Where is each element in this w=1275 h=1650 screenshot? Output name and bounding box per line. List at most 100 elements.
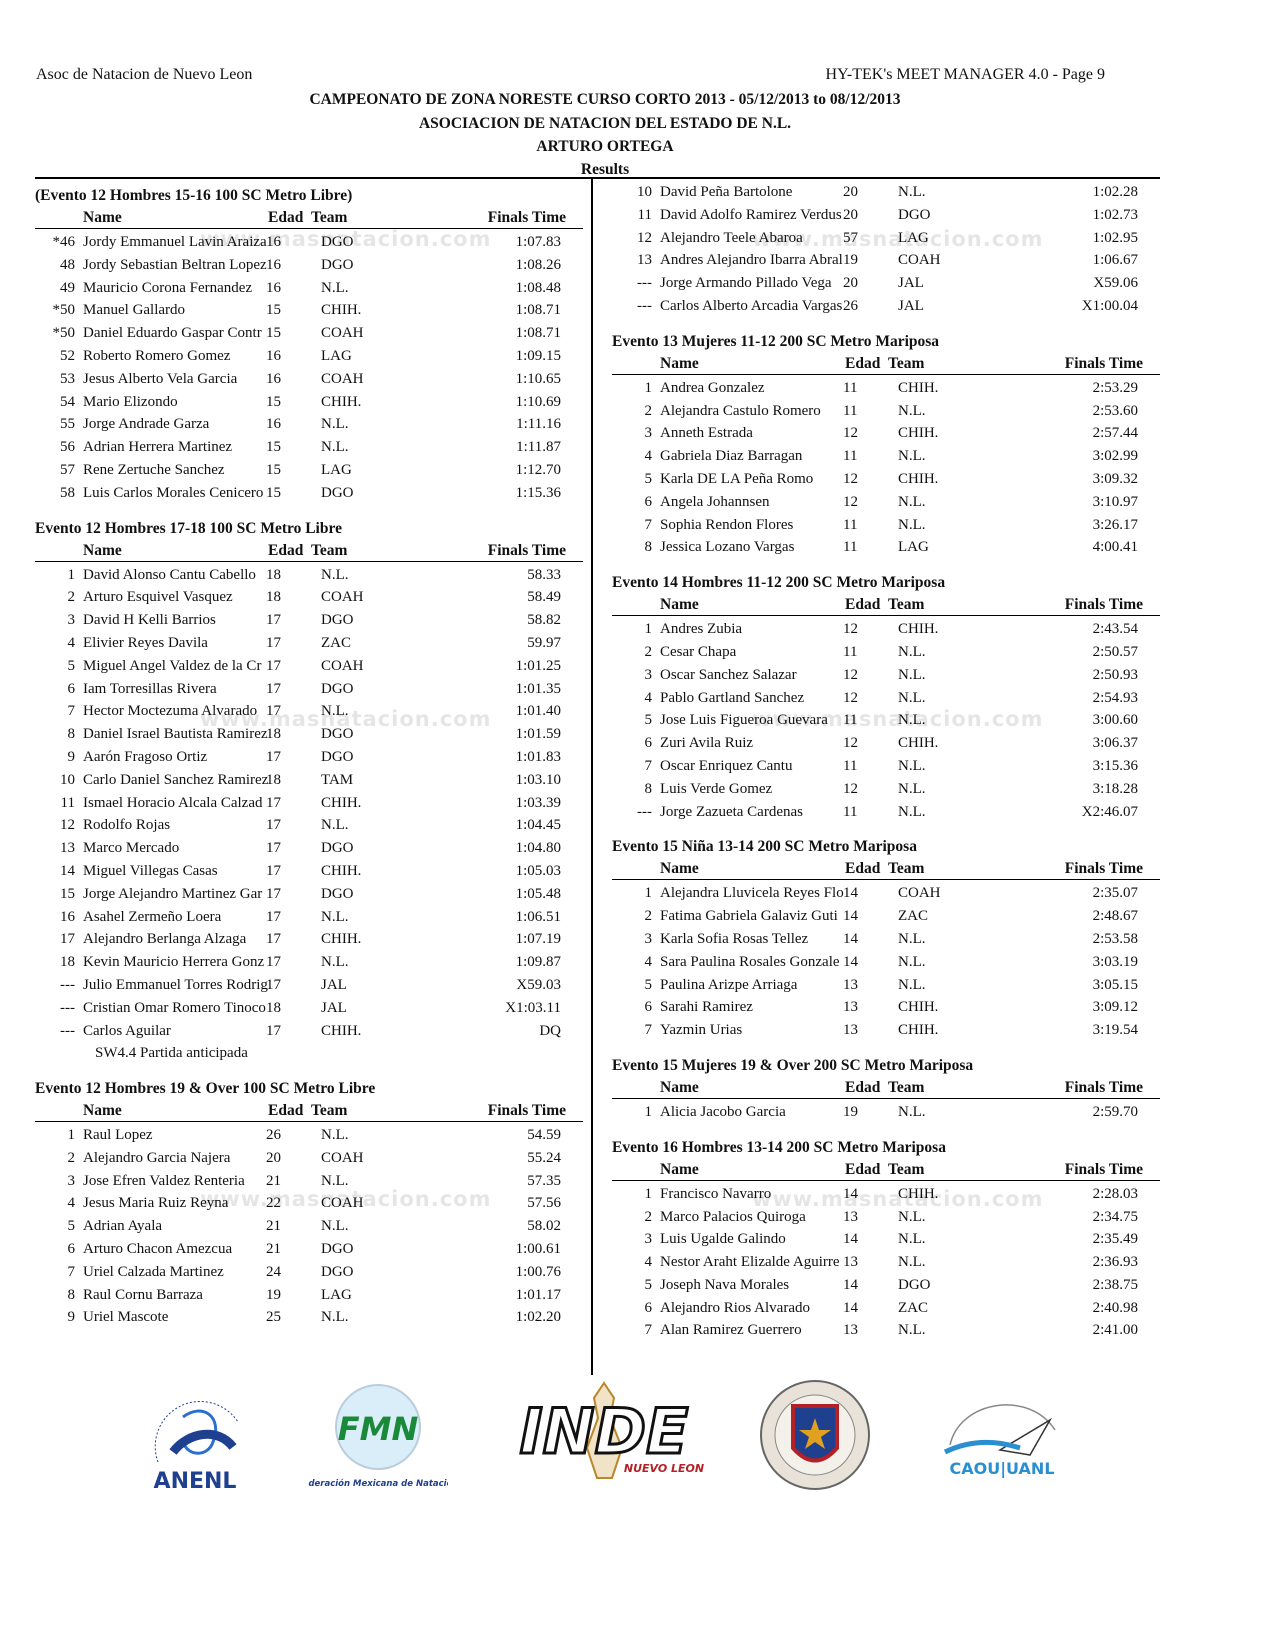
row-age: 25 (266, 1309, 281, 1326)
row-name: Angela Johannsen (660, 493, 770, 510)
row-time: 2:41.00 (1092, 1322, 1138, 1339)
row-time: 1:05.48 (515, 885, 561, 902)
row-name: Ismael Horacio Alcala Calzad (83, 794, 263, 811)
row-name: Karla DE LA Peña Romo (660, 470, 814, 487)
row-name: Jose Efren Valdez Renteria (83, 1172, 245, 1189)
row-team: N.L. (321, 439, 349, 456)
row-name: Cristian Omar Romero Tinoco (83, 999, 266, 1016)
row-age: 13 (843, 999, 858, 1016)
event-title: (Evento 12 Hombres 15-16 100 SC Metro Li… (35, 187, 353, 204)
row-place: 11 (60, 794, 75, 811)
row-place: 2 (644, 643, 653, 660)
table-row: 14 Miguel Villegas Casas 17 CHIH. 1:05.03 (35, 860, 583, 883)
row-place: 9 (67, 748, 76, 765)
row-name: Alejandro Teele Abaroa (660, 229, 803, 246)
row-place: --- (60, 976, 75, 993)
row-place: 7 (67, 1263, 76, 1280)
row-team: N.L. (321, 817, 349, 834)
row-place: 4 (644, 448, 653, 465)
row-team: COAH (321, 657, 364, 674)
row-team: DGO (898, 206, 931, 223)
column-header-team: Team (311, 209, 348, 226)
row-team: CHIH. (321, 794, 362, 811)
row-name: Carlos Alberto Arcadia Vargas (660, 297, 843, 314)
row-age: 13 (843, 1322, 858, 1339)
row-team: N.L. (898, 493, 926, 510)
table-row: 57 Rene Zertuche Sanchez 15 LAG 1:12.70 (35, 459, 583, 482)
caou-uanl-logo: CAOU|UANL (943, 1404, 1056, 1479)
table-row: 7 Hector Moctezuma Alvarado 17 N.L. 1:01.40 (35, 700, 583, 723)
row-team: COAH (321, 1195, 364, 1212)
row-place: 4 (644, 1254, 653, 1271)
row-name: David H Kelli Barrios (83, 612, 216, 629)
row-place: 10 (637, 184, 652, 200)
row-time: 1:01.25 (515, 657, 561, 674)
row-place: 16 (60, 908, 75, 925)
row-team: DGO (321, 612, 354, 629)
row-time: 1:04.45 (515, 817, 561, 834)
table-header: Name Edad Team Finals Time (35, 207, 583, 229)
row-time: 58.33 (527, 566, 561, 583)
table-row: 2 Arturo Esquivel Vasquez 18 COAH 58.49 (35, 586, 583, 609)
column-header-name: Name (83, 541, 122, 559)
table-row: 1 Francisco Navarro 14 CHIH. 2:28.03 (612, 1183, 1160, 1206)
table-row: 4 Gabriela Diaz Barragan 11 N.L. 3:02.99 (612, 445, 1160, 468)
row-name: Alan Ramirez Guerrero (660, 1322, 802, 1339)
row-name: Alicia Jacobo Garcia (660, 1103, 786, 1120)
row-place: 1 (644, 379, 653, 396)
row-name: Jordy Emmanuel Lavin Araiza (83, 234, 267, 250)
row-time: 1:02.73 (1092, 206, 1138, 223)
row-team: N.L. (321, 908, 349, 925)
row-age: 15 (266, 302, 281, 319)
column-header-time: Finals Time (487, 209, 566, 226)
table-row: 10 David Peña Bartolone 20 N.L. 1:02.28 (612, 181, 1160, 204)
row-team: ZAC (898, 908, 928, 925)
row-place: 48 (60, 256, 75, 273)
row-time: 1:06.51 (515, 908, 561, 925)
column-header-time: Finals Time (1064, 860, 1143, 878)
row-time: 58.82 (527, 612, 561, 629)
row-name: Arturo Esquivel Vasquez (83, 589, 233, 606)
row-time: 3:03.19 (1092, 953, 1138, 970)
row-place: 6 (67, 1241, 76, 1258)
row-place: 8 (67, 726, 76, 743)
row-name: Marco Mercado (83, 840, 180, 857)
row-name: Carlo Daniel Sanchez Ramirez (83, 771, 269, 788)
row-team: CHIH. (321, 302, 362, 319)
row-time: 1:08.48 (515, 279, 561, 296)
row-age: 17 (266, 976, 281, 993)
row-age: 18 (266, 566, 281, 583)
row-age: 15 (266, 325, 281, 342)
event-title: Evento 15 Mujeres 19 & Over 200 SC Metro… (612, 1056, 974, 1074)
row-team: N.L. (321, 1218, 349, 1235)
row-place: 7 (644, 1322, 653, 1339)
row-age: 13 (843, 1254, 858, 1271)
column-header-name: Name (660, 354, 699, 372)
row-name: Cesar Chapa (660, 643, 737, 660)
anenl-logo: ANENL (154, 1400, 239, 1492)
row-time: 1:03.39 (515, 794, 561, 811)
row-age: 18 (266, 589, 281, 606)
column-header-team: Team (888, 1078, 925, 1096)
row-age: 19 (843, 252, 858, 269)
row-team: CHIH. (321, 931, 362, 948)
row-team: N.L. (321, 1127, 349, 1144)
row-name: Sophia Rendon Flores (660, 516, 794, 533)
row-name: Jesus Maria Ruiz Reyna (83, 1195, 229, 1212)
row-place: 53 (60, 370, 75, 387)
row-place: --- (637, 803, 652, 820)
row-team: N.L. (898, 666, 926, 683)
row-team: DGO (321, 234, 354, 250)
table-row: 2 Cesar Chapa 11 N.L. 2:50.57 (612, 641, 1160, 664)
row-name: Aarón Fragoso Ortiz (83, 748, 208, 765)
row-name: Luis Ugalde Galindo (660, 1231, 786, 1248)
row-name: Nestor Araht Elizalde Aguirre (660, 1254, 840, 1271)
row-name: Luis Carlos Morales Cenicero (83, 484, 264, 501)
row-place: 52 (60, 347, 75, 364)
row-team: DGO (321, 256, 354, 273)
row-time: 1:01.17 (515, 1286, 561, 1303)
inde-logo: INDE NUEVO LEON (518, 1381, 704, 1479)
table-row: 3 Luis Ugalde Galindo 14 N.L. 2:35.49 (612, 1228, 1160, 1251)
row-team: N.L. (898, 516, 926, 533)
row-time: 2:48.67 (1092, 908, 1138, 925)
